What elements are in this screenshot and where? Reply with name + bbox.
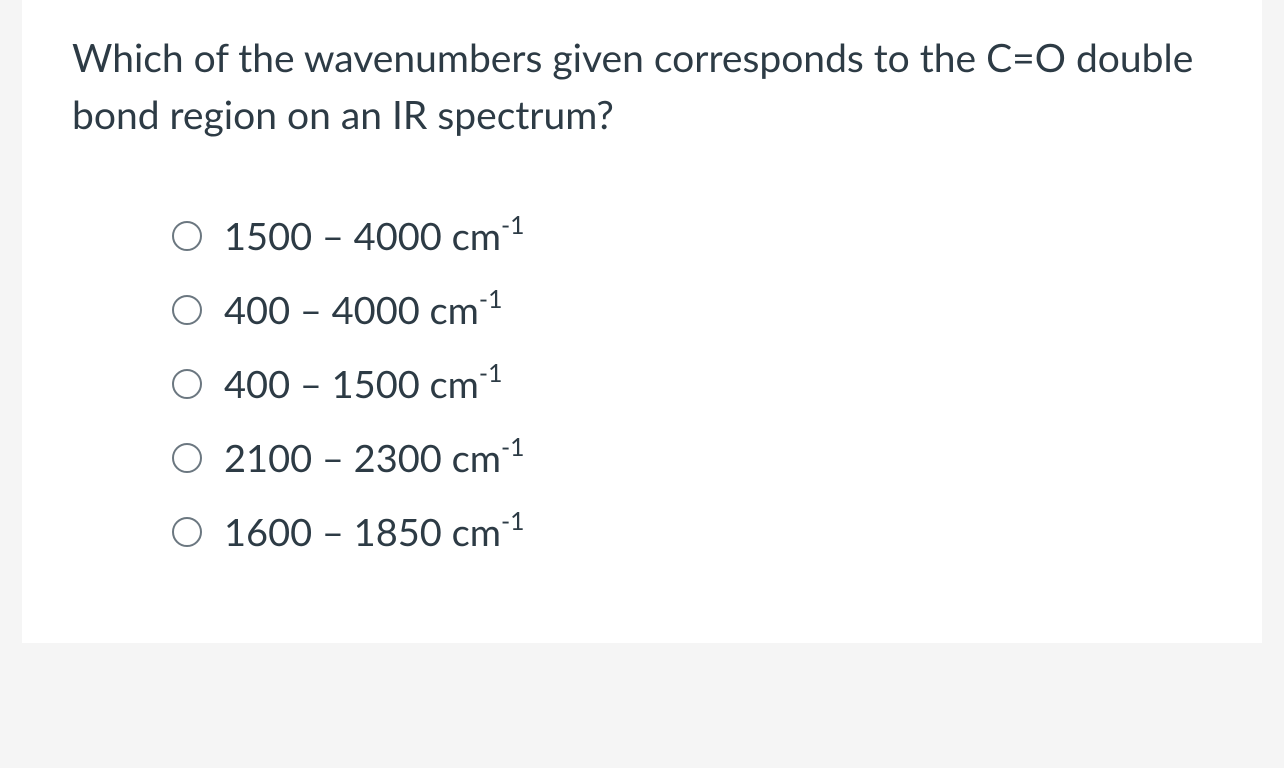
options-list: 1500 – 4000 cm-1 400 – 4000 cm-1 400 – 1… [72, 213, 1212, 555]
option-row[interactable]: 400 – 4000 cm-1 [172, 287, 1212, 333]
option-row[interactable]: 2100 – 2300 cm-1 [172, 435, 1212, 481]
option-unit-base: cm [430, 361, 479, 407]
option-range: 400 – 1500 [224, 361, 420, 407]
option-label[interactable]: 1500 – 4000 cm-1 [224, 213, 524, 259]
radio-button[interactable] [172, 221, 202, 251]
option-label[interactable]: 1600 – 1850 cm-1 [224, 509, 524, 555]
option-unit-exp: -1 [479, 359, 503, 388]
question-text: Which of the wavenumbers given correspon… [72, 30, 1212, 143]
option-row[interactable]: 400 – 1500 cm-1 [172, 361, 1212, 407]
option-unit-exp: -1 [501, 433, 525, 462]
option-unit-exp: -1 [501, 211, 525, 240]
option-range: 400 – 4000 [224, 287, 420, 333]
question-card: Which of the wavenumbers given correspon… [22, 0, 1262, 643]
option-unit-base: cm [452, 213, 501, 259]
radio-button[interactable] [172, 517, 202, 547]
option-range: 2100 – 2300 [224, 435, 442, 481]
radio-button[interactable] [172, 443, 202, 473]
option-range: 1500 – 4000 [224, 213, 442, 259]
radio-button[interactable] [172, 369, 202, 399]
option-label[interactable]: 2100 – 2300 cm-1 [224, 435, 524, 481]
option-row[interactable]: 1600 – 1850 cm-1 [172, 509, 1212, 555]
radio-button[interactable] [172, 295, 202, 325]
option-row[interactable]: 1500 – 4000 cm-1 [172, 213, 1212, 259]
option-label[interactable]: 400 – 4000 cm-1 [224, 287, 502, 333]
option-label[interactable]: 400 – 1500 cm-1 [224, 361, 502, 407]
option-unit-base: cm [430, 287, 479, 333]
option-unit-base: cm [452, 435, 501, 481]
option-range: 1600 – 1850 [224, 509, 442, 555]
option-unit-exp: -1 [479, 285, 503, 314]
option-unit-exp: -1 [501, 507, 525, 536]
option-unit-base: cm [452, 509, 501, 555]
